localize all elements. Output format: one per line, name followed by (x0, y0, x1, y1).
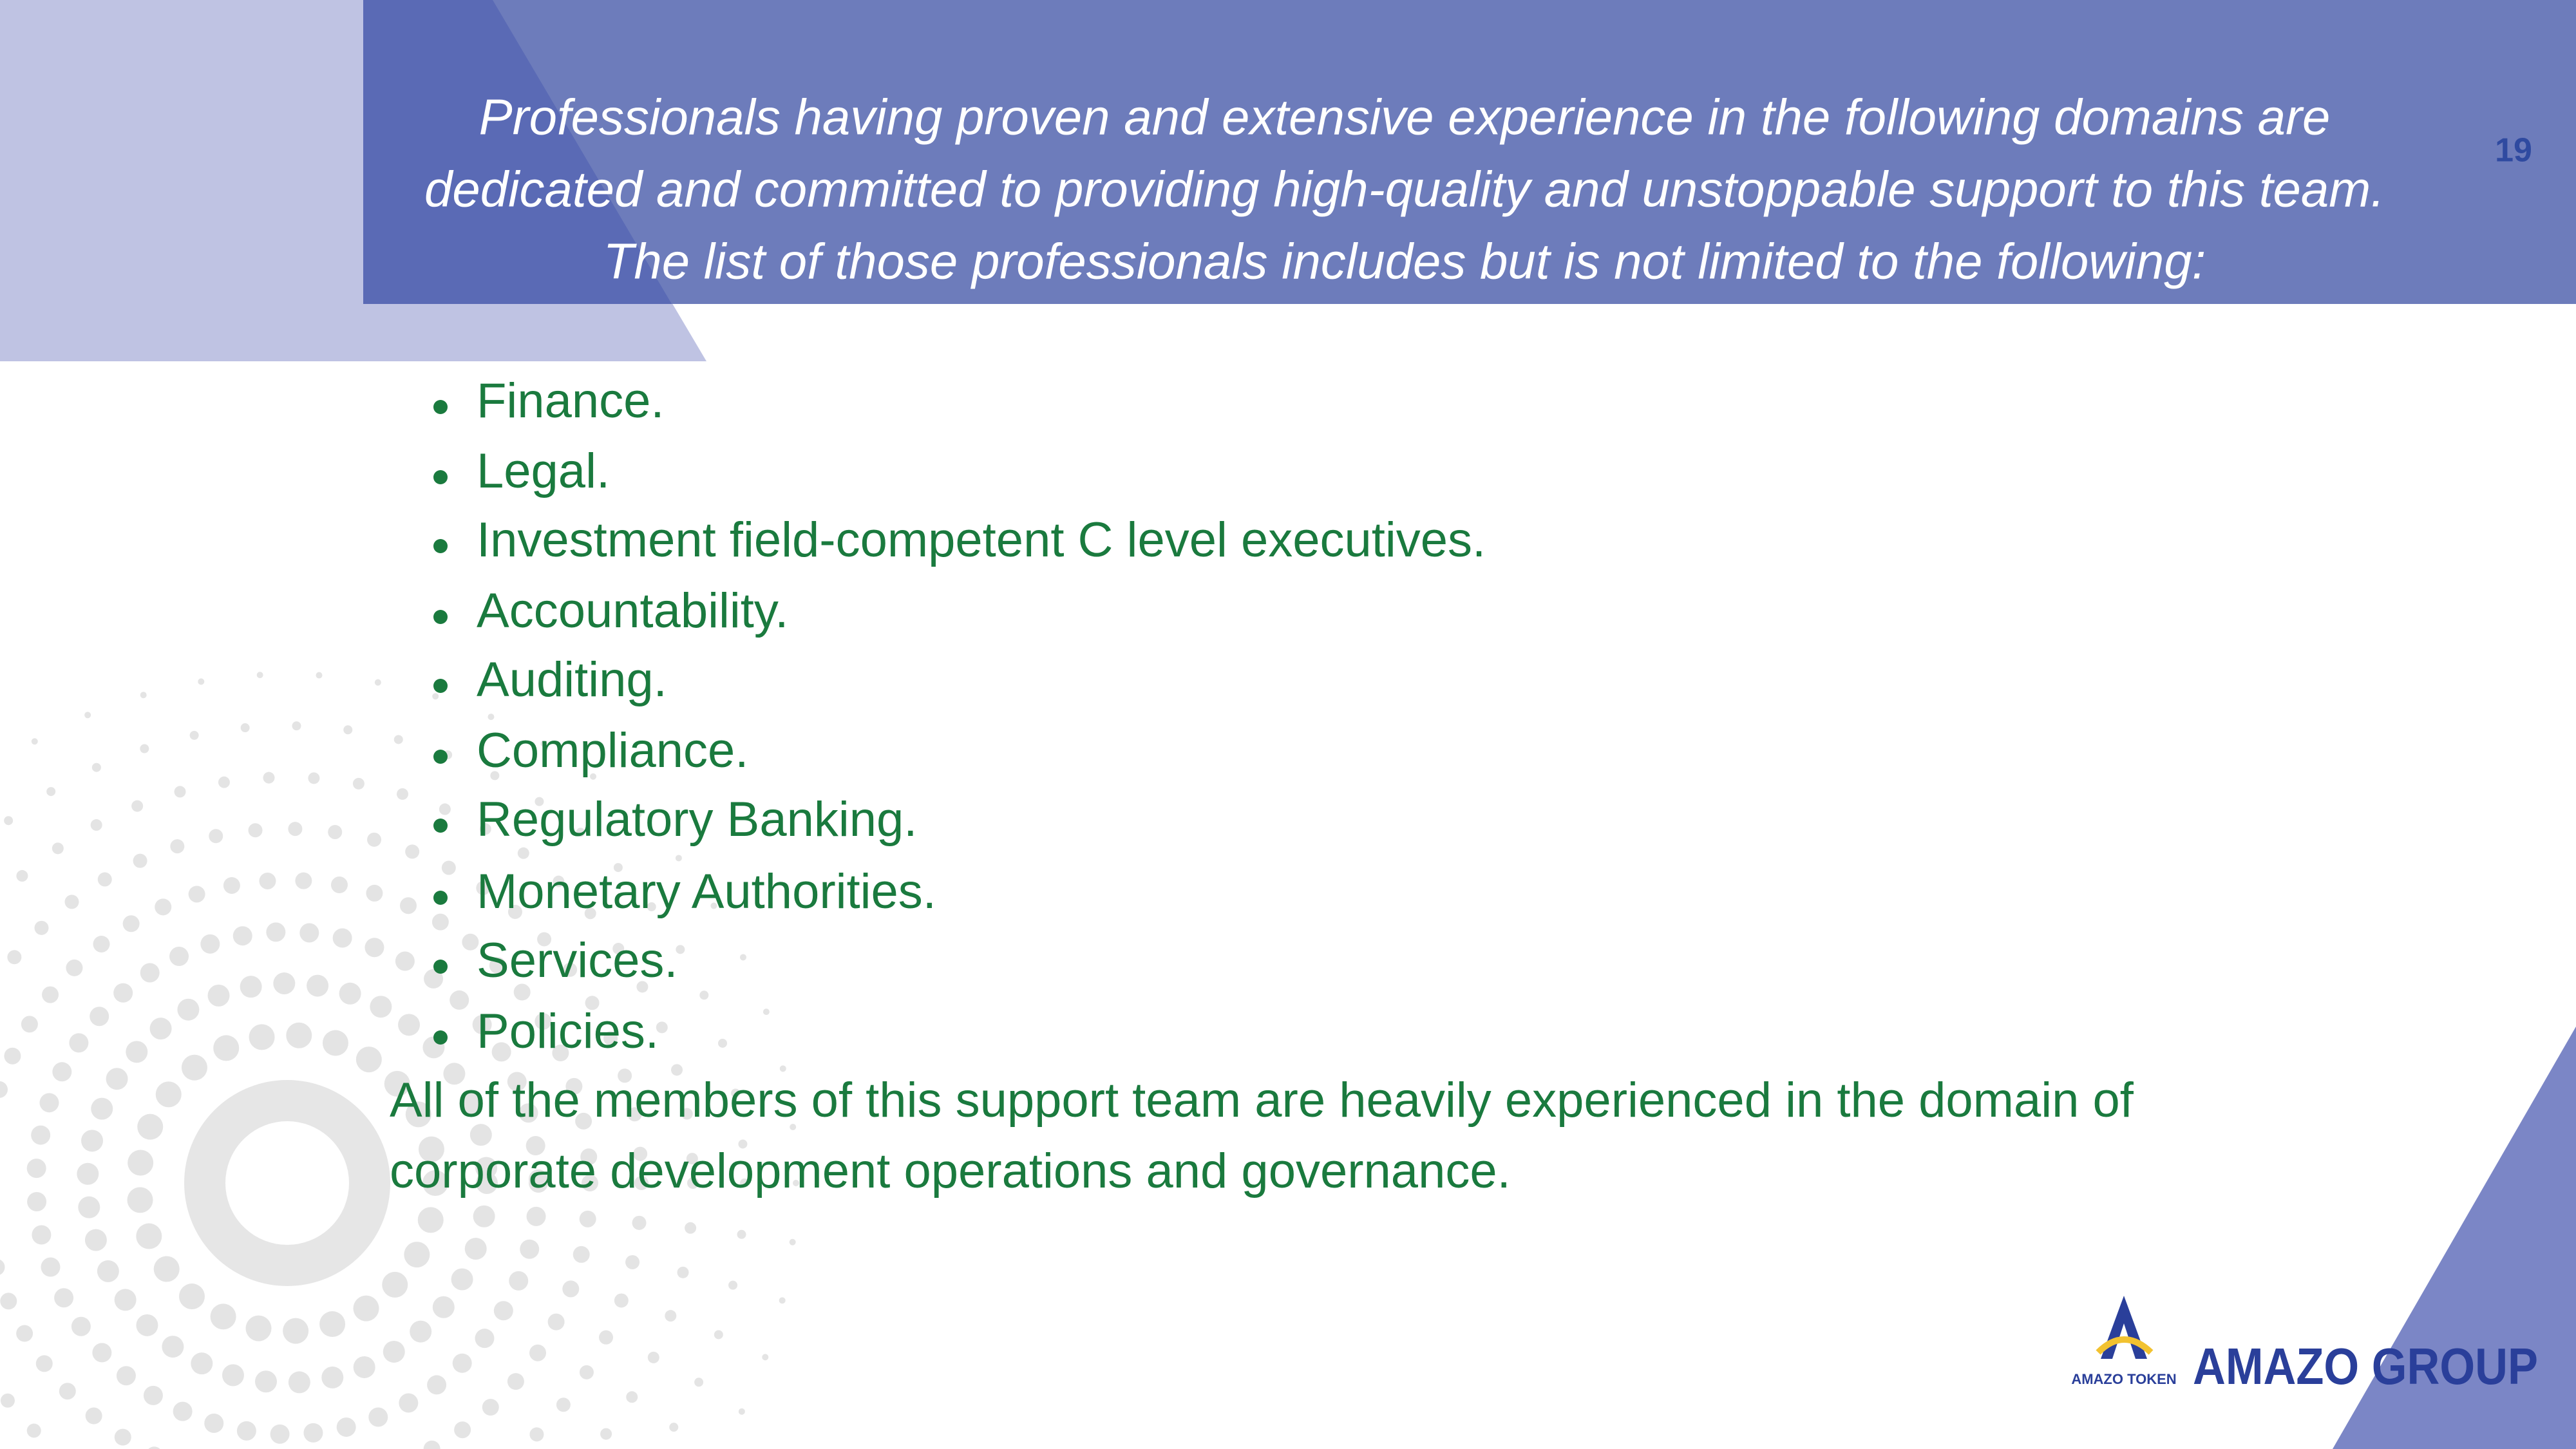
logo-group: AMAZO GROUP (2193, 1338, 2538, 1395)
bullet (433, 891, 448, 905)
dot-ring (126, 1022, 448, 1344)
dot-ring (0, 671, 799, 1449)
dot-ring (0, 822, 649, 1449)
list-item: Auditing. (477, 652, 667, 707)
logo: AMAZO TOKEN AMAZO GROUP (2071, 1296, 2538, 1395)
bullet (433, 960, 448, 974)
bullet (433, 610, 448, 624)
corner-triangle (2333, 1027, 2576, 1449)
bullet (433, 1030, 448, 1045)
header-band (363, 0, 2576, 304)
bullet (433, 819, 448, 833)
intro: Professionals having proven and extensiv… (424, 89, 2385, 290)
intro-line: dedicated and committed to providing hig… (424, 161, 2385, 218)
closing-line: corporate development operations and gov… (390, 1144, 1511, 1198)
logo-arc (2096, 1336, 2154, 1355)
bullet (433, 400, 448, 414)
bullet (433, 470, 448, 484)
page-number: 19 (2495, 132, 2532, 169)
bullet (433, 539, 448, 553)
list-item: Finance. (477, 374, 665, 428)
dot-ring (77, 972, 498, 1394)
logo-icon (2101, 1296, 2147, 1359)
list-item: Services. (477, 933, 678, 988)
dot-ring (0, 872, 598, 1449)
dot-ring (26, 922, 548, 1444)
bullet (433, 750, 448, 764)
list-item: Investment field-competent C level execu… (477, 513, 1486, 567)
list-item: Regulatory Banking. (477, 792, 917, 847)
bullet (433, 679, 448, 693)
list-item: Legal. (477, 444, 610, 498)
intro-line: Professionals having proven and extensiv… (479, 89, 2331, 146)
list-item: Accountability. (477, 583, 788, 638)
dot-ring (0, 772, 699, 1449)
list-item: Compliance. (477, 723, 748, 778)
dot-pattern (0, 671, 799, 1449)
list-item: Policies. (477, 1004, 659, 1059)
closing: All of the members of this support team … (390, 1073, 2134, 1198)
logo-token: AMAZO TOKEN (2071, 1371, 2176, 1387)
dot-ring (0, 721, 749, 1449)
header-accent (363, 0, 672, 304)
list-item: Monetary Authorities. (477, 864, 936, 919)
domain-list: Finance. Legal. Investment field-competent… (433, 374, 1486, 1059)
closing-line: All of the members of this support team … (390, 1073, 2134, 1128)
intro-line: The list of those professionals includes… (603, 233, 2206, 290)
dot-ring (184, 1080, 390, 1286)
